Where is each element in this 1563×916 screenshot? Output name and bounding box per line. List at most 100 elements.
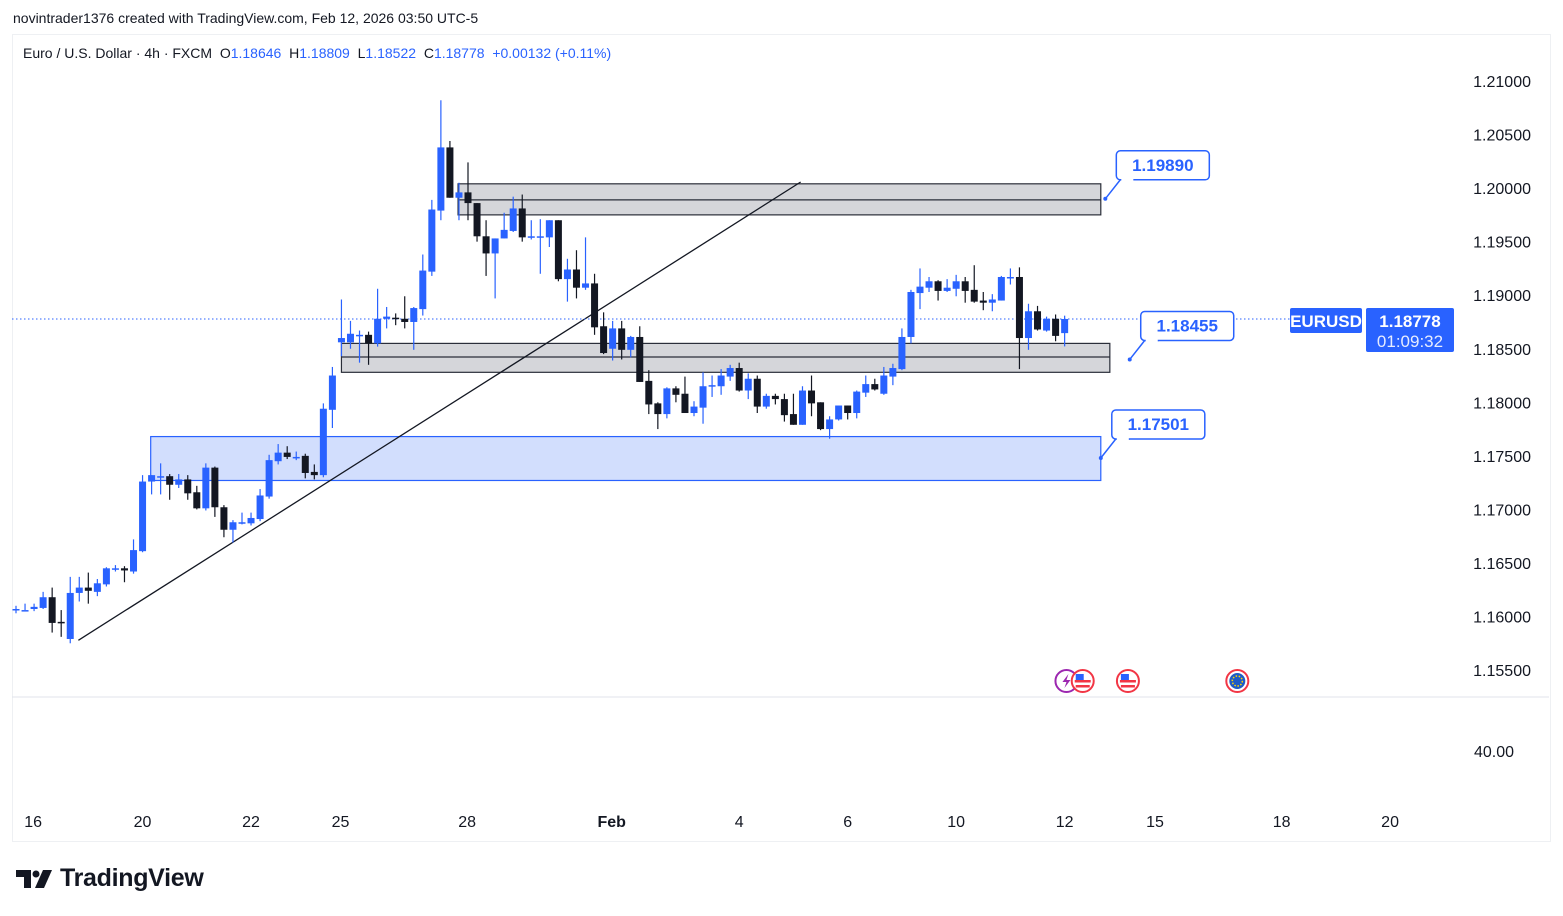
candle xyxy=(1052,314,1060,342)
candle-body-up xyxy=(690,406,698,414)
time-tick-label: 6 xyxy=(843,814,852,831)
candle-body-up xyxy=(952,281,960,289)
candle xyxy=(672,386,680,403)
candle xyxy=(853,390,861,419)
candle-body-up xyxy=(30,606,38,610)
candle xyxy=(464,162,472,221)
tradingview-logo-text: TradingView xyxy=(60,864,204,892)
candle xyxy=(780,393,788,422)
candle xyxy=(229,520,237,543)
candle-body-up xyxy=(862,384,870,393)
candle-body-up xyxy=(997,276,1005,301)
price-callout[interactable]: 1.17501 xyxy=(1098,409,1206,460)
candle-body-up xyxy=(582,283,590,288)
candle-body-up xyxy=(889,368,897,377)
symbol-tag-bg xyxy=(1290,308,1362,333)
candle-body-up xyxy=(762,395,770,407)
us-flag-event-icon[interactable] xyxy=(1115,669,1140,693)
price-callout[interactable]: 1.19890 xyxy=(1103,150,1211,201)
candle-body-up xyxy=(943,287,951,291)
trendline[interactable] xyxy=(78,181,802,641)
callout-gap xyxy=(1121,176,1134,182)
candle xyxy=(609,320,617,361)
candle xyxy=(473,203,481,242)
tradingview-logo[interactable]: TradingView xyxy=(16,864,204,893)
time-tick-label: 20 xyxy=(1381,814,1399,831)
candle-body-up xyxy=(111,568,119,570)
candle xyxy=(771,393,779,405)
candle xyxy=(844,405,852,420)
candle xyxy=(482,220,490,276)
candle-body-up xyxy=(202,467,210,509)
candle-body-up xyxy=(500,229,508,239)
callout-anchor-dot xyxy=(1098,455,1103,460)
time-axis[interactable]: 16 20 22 25 28 Feb 4 6 10 12 15 18 20 xyxy=(24,814,1399,831)
price-tick-label: 1.21000 xyxy=(1473,74,1531,91)
candle xyxy=(862,375,870,397)
pivot-zone[interactable] xyxy=(340,342,1111,373)
candle-body-down xyxy=(473,203,481,237)
price-axis[interactable]: 1.21000 1.20500 1.20000 1.19500 1.19000 1.185… xyxy=(1473,74,1531,680)
us-flag-stripe xyxy=(1075,685,1090,688)
candle xyxy=(21,603,29,612)
candle xyxy=(247,512,255,526)
candle xyxy=(328,366,336,429)
candle-body-down xyxy=(572,269,580,288)
price-callout[interactable]: 1.18455 xyxy=(1127,310,1235,362)
support-zone[interactable] xyxy=(150,435,1102,482)
time-tick-label: 12 xyxy=(1056,814,1074,831)
candle xyxy=(600,312,608,355)
callout-label: 1.19890 xyxy=(1132,156,1193,175)
candle-body-up xyxy=(509,208,517,231)
candle-body-up xyxy=(139,481,147,552)
candle-body-up xyxy=(292,456,300,459)
us-flag-event-icon[interactable] xyxy=(1070,669,1095,693)
candle-body-down xyxy=(301,455,309,473)
events-layer xyxy=(1054,669,1250,693)
callout-pointer xyxy=(1104,179,1135,200)
candle-body-up xyxy=(148,475,156,482)
candle xyxy=(310,464,318,480)
candle-body-up xyxy=(328,375,336,410)
candle xyxy=(130,539,138,574)
flash-icon xyxy=(1062,674,1071,688)
candle xyxy=(572,250,580,299)
candle xyxy=(93,579,101,597)
candle-body-up xyxy=(708,385,716,387)
candle-body-up xyxy=(12,609,20,611)
candle xyxy=(211,466,219,517)
candle xyxy=(735,362,743,392)
candle-body-up xyxy=(563,269,571,280)
candle-body-down xyxy=(934,281,942,291)
candle-body-down xyxy=(518,208,526,238)
candle xyxy=(319,403,327,478)
us-flag-canton xyxy=(1075,674,1084,680)
candle xyxy=(627,335,635,358)
time-tick-label: 22 xyxy=(242,814,260,831)
candle xyxy=(835,405,843,421)
candle xyxy=(762,393,770,409)
candle xyxy=(356,330,364,363)
high-label: H xyxy=(289,45,300,61)
close-label: C xyxy=(423,45,434,61)
time-tick-label: 15 xyxy=(1146,814,1164,831)
price-tick-label: 1.17000 xyxy=(1473,502,1531,519)
candle-body-down xyxy=(193,492,201,509)
candle-body-up xyxy=(383,316,391,319)
candle xyxy=(401,296,409,329)
chart-credit: novintrader1376 created with TradingView… xyxy=(13,10,479,26)
time-tick-label: Feb xyxy=(598,814,627,831)
chart-frame xyxy=(12,34,1551,842)
candle xyxy=(880,366,888,395)
candle xyxy=(446,140,454,198)
callout-gap xyxy=(1116,435,1129,441)
candle xyxy=(1024,303,1032,350)
candle xyxy=(1043,316,1051,332)
candle xyxy=(591,273,599,335)
eu-flag-event-icon[interactable] xyxy=(1225,669,1250,693)
candle xyxy=(392,313,400,326)
candle xyxy=(84,572,92,604)
low-label: L xyxy=(357,45,366,61)
candle xyxy=(75,576,83,602)
